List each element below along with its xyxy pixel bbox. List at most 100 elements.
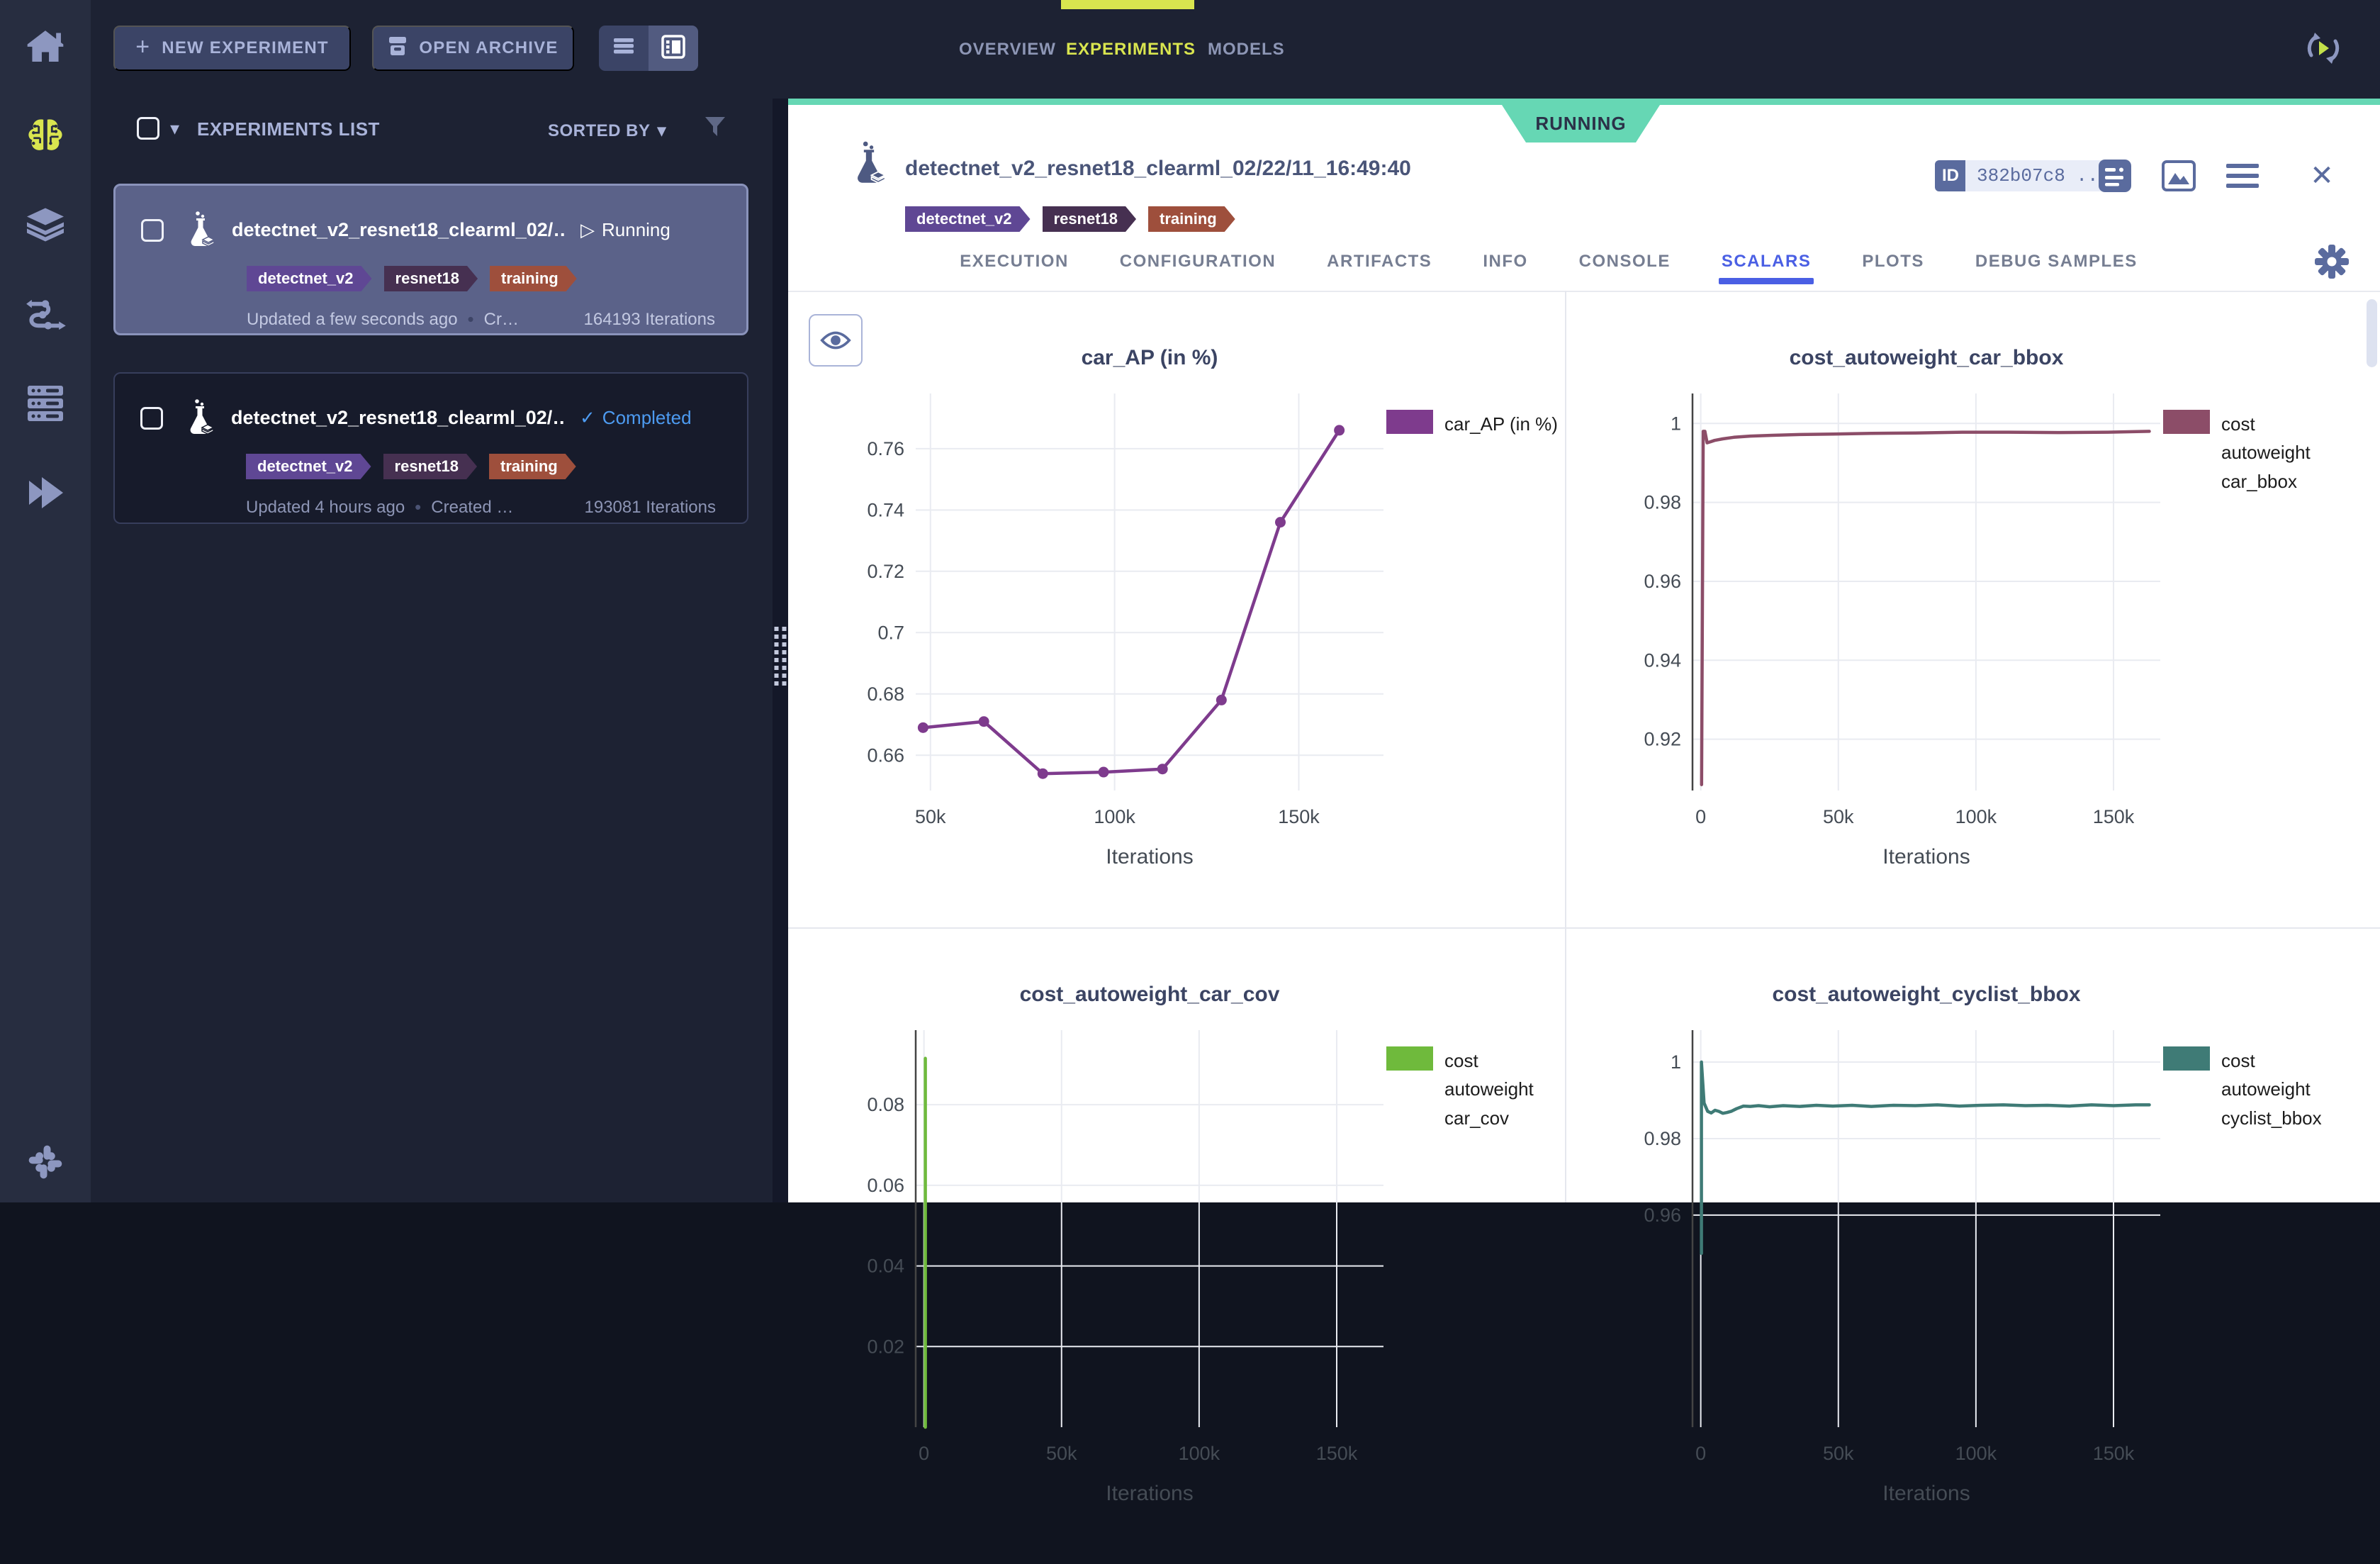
running-icon: ▷: [580, 219, 595, 240]
experiment-tags: detectnet_v2 resnet18 training: [247, 266, 718, 291]
chart-x-axis-label: Iterations: [1882, 845, 1970, 868]
svg-text:0.96: 0.96: [1644, 1205, 1681, 1226]
legend-label: cost autoweight car_bbox: [2221, 413, 2311, 492]
legend-swatch: [2163, 1046, 2210, 1071]
chart-x-axis-label: Iterations: [1106, 845, 1194, 868]
pipelines-route-icon[interactable]: [25, 294, 66, 335]
auto-refresh-button[interactable]: [2303, 28, 2343, 68]
svg-text:50k: 50k: [1823, 806, 1854, 827]
svg-text:100k: 100k: [1094, 806, 1135, 827]
chart-car-cov-plot[interactable]: 0 50k 100k 150k 0.08 0.06 0.04 0.02: [788, 927, 1565, 1564]
archive-icon: [388, 35, 408, 62]
chart-legend[interactable]: cost autoweight car_cov: [1386, 1046, 1534, 1132]
chart-cost-autoweight-car-cov: 0 50k 100k 150k 0.08 0.06 0.04 0.02 cost_autowe…: [788, 927, 1565, 1564]
experiment-flask-icon: [185, 210, 216, 250]
panel-resize-handle[interactable]: [773, 99, 788, 1202]
completed-icon: ✓: [580, 407, 595, 428]
tag-detectnet-v2: detectnet_v2: [247, 266, 372, 291]
legend-swatch: [2163, 410, 2210, 434]
view-mode-toggle: [599, 26, 698, 71]
svg-text:0.92: 0.92: [1644, 729, 1681, 750]
running-status-strip: [788, 99, 2380, 105]
tab-scalars[interactable]: SCALARS: [1718, 252, 1814, 284]
detail-tabs: EXECUTION CONFIGURATION ARTIFACTS INFO C…: [887, 239, 2210, 284]
nav-models-label: MODELS: [1208, 39, 1285, 59]
split-view-button[interactable]: [649, 26, 698, 71]
experiment-card-completed[interactable]: detectnet_v2_resnet18_clearml_02/… ✓ Com…: [113, 372, 748, 524]
experiment-flask-icon: [849, 140, 889, 187]
experiment-checkbox[interactable]: [140, 406, 163, 430]
experiment-meta: Updated 4 hours ago • Created … 193081 I…: [246, 496, 719, 518]
experiment-checkbox[interactable]: [141, 218, 164, 242]
svg-text:50k: 50k: [1823, 1443, 1854, 1464]
experiments-list-title: EXPERIMENTS LIST: [197, 118, 380, 140]
menu-icon[interactable]: [2225, 159, 2260, 193]
tab-debug-samples[interactable]: DEBUG SAMPLES: [1975, 252, 2138, 271]
tab-execution[interactable]: EXECUTION: [960, 252, 1069, 271]
svg-text:0: 0: [1695, 806, 1706, 827]
table-view-icon: [612, 35, 635, 62]
chart-cost-autoweight-cyclist-bbox: 0 50k 100k 150k 1 0.98 0.96 cost_autoweight_cy…: [1565, 927, 2380, 1564]
open-archive-button[interactable]: OPEN ARCHIVE: [372, 26, 574, 71]
experiments-list-panel: ▾ EXPERIMENTS LIST SORTED BY ▾: [91, 99, 773, 1202]
projects-brain-icon[interactable]: [25, 115, 66, 156]
tab-configuration[interactable]: CONFIGURATION: [1119, 252, 1276, 271]
close-icon[interactable]: ✕: [2310, 160, 2334, 191]
chart-car-ap-plot[interactable]: 50k 100k 150k 0.66 0.68 0.7 0.72 0.74 0.76: [788, 291, 1565, 927]
nav-models[interactable]: MODELS: [1208, 0, 1285, 99]
experiment-flask-icon: [184, 398, 215, 438]
workers-servers-icon[interactable]: [25, 383, 66, 424]
chart-cyclist-bbox-plot[interactable]: 0 50k 100k 150k 1 0.98 0.96: [1565, 927, 2380, 1564]
nav-overview[interactable]: OVERVIEW: [959, 0, 1056, 99]
table-view-button[interactable]: [599, 26, 649, 71]
tab-plots[interactable]: PLOTS: [1862, 252, 1924, 271]
home-icon[interactable]: [25, 26, 66, 67]
experiment-card-running[interactable]: detectnet_v2_resnet18_clearml_02/… ▷ Run…: [113, 184, 748, 335]
tab-console[interactable]: CONSOLE: [1578, 252, 1671, 271]
gear-icon[interactable]: [2313, 243, 2350, 280]
chart-x-axis-label: Iterations: [1106, 1482, 1194, 1505]
chart-title: cost_autoweight_car_cov: [1019, 983, 1280, 1006]
task-details-icon[interactable]: [2098, 159, 2132, 193]
svg-text:100k: 100k: [1179, 1443, 1220, 1464]
queues-icon[interactable]: [25, 472, 66, 513]
hide-metrics-button[interactable]: [809, 314, 863, 367]
legend-label: cost autoweight car_cov: [1444, 1050, 1534, 1129]
chart-car-ap: 50k 100k 150k 0.66 0.68 0.7 0.72 0.74 0.76 car_A…: [788, 291, 1565, 927]
select-all-checkbox[interactable]: [137, 117, 159, 140]
svg-text:150k: 150k: [2093, 806, 2135, 827]
chart-row-divider: [788, 927, 2380, 929]
legend-label: cost autoweight cyclist_bbox: [2221, 1050, 2322, 1129]
charts-scrollbar-thumb[interactable]: [2367, 299, 2377, 367]
tab-info[interactable]: INFO: [1483, 252, 1528, 271]
datasets-layers-icon[interactable]: [25, 204, 66, 245]
svg-text:0.02: 0.02: [867, 1336, 904, 1357]
iterations-count: 193081 Iterations: [584, 497, 716, 517]
preview-image-icon[interactable]: [2162, 159, 2196, 193]
experiment-id-value[interactable]: 382b07c8 ...: [1965, 160, 2121, 191]
chart-legend[interactable]: cost autoweight car_bbox: [2163, 410, 2311, 496]
legend-swatch: [1386, 1046, 1433, 1071]
chart-title: car_AP (in %): [1081, 346, 1218, 369]
slack-icon[interactable]: [25, 1141, 66, 1183]
tab-artifacts[interactable]: ARTIFACTS: [1327, 252, 1432, 271]
legend-label: car_AP (in %): [1444, 413, 1558, 435]
filter-icon[interactable]: [705, 117, 726, 140]
split-view-icon: [661, 34, 685, 62]
select-all-caret-icon[interactable]: ▾: [170, 118, 180, 139]
completed-status-label: Completed: [602, 407, 692, 428]
plus-icon: +: [135, 33, 151, 60]
nav-experiments[interactable]: EXPERIMENTS: [1066, 0, 1196, 99]
svg-text:0.08: 0.08: [867, 1094, 904, 1115]
new-experiment-button[interactable]: + NEW EXPERIMENT: [113, 26, 351, 71]
chart-legend[interactable]: cost autoweight cyclist_bbox: [2163, 1046, 2322, 1132]
experiment-detail-title: detectnet_v2_resnet18_clearml_02/22/11_1…: [905, 157, 1411, 180]
svg-text:150k: 150k: [1316, 1443, 1358, 1464]
chart-legend[interactable]: car_AP (in %): [1386, 410, 1558, 438]
chart-car-bbox-plot[interactable]: 0 50k 100k 150k 0.92 0.94 0.96 0.98 1: [1565, 291, 2380, 927]
updated-label: Updated 4 hours ago: [246, 497, 405, 517]
sorted-by-dropdown[interactable]: SORTED BY ▾: [548, 121, 666, 141]
experiment-status: ▷ Running: [580, 219, 670, 241]
chart-x-axis-label: Iterations: [1882, 1482, 1970, 1505]
created-label: Created …: [431, 497, 514, 517]
